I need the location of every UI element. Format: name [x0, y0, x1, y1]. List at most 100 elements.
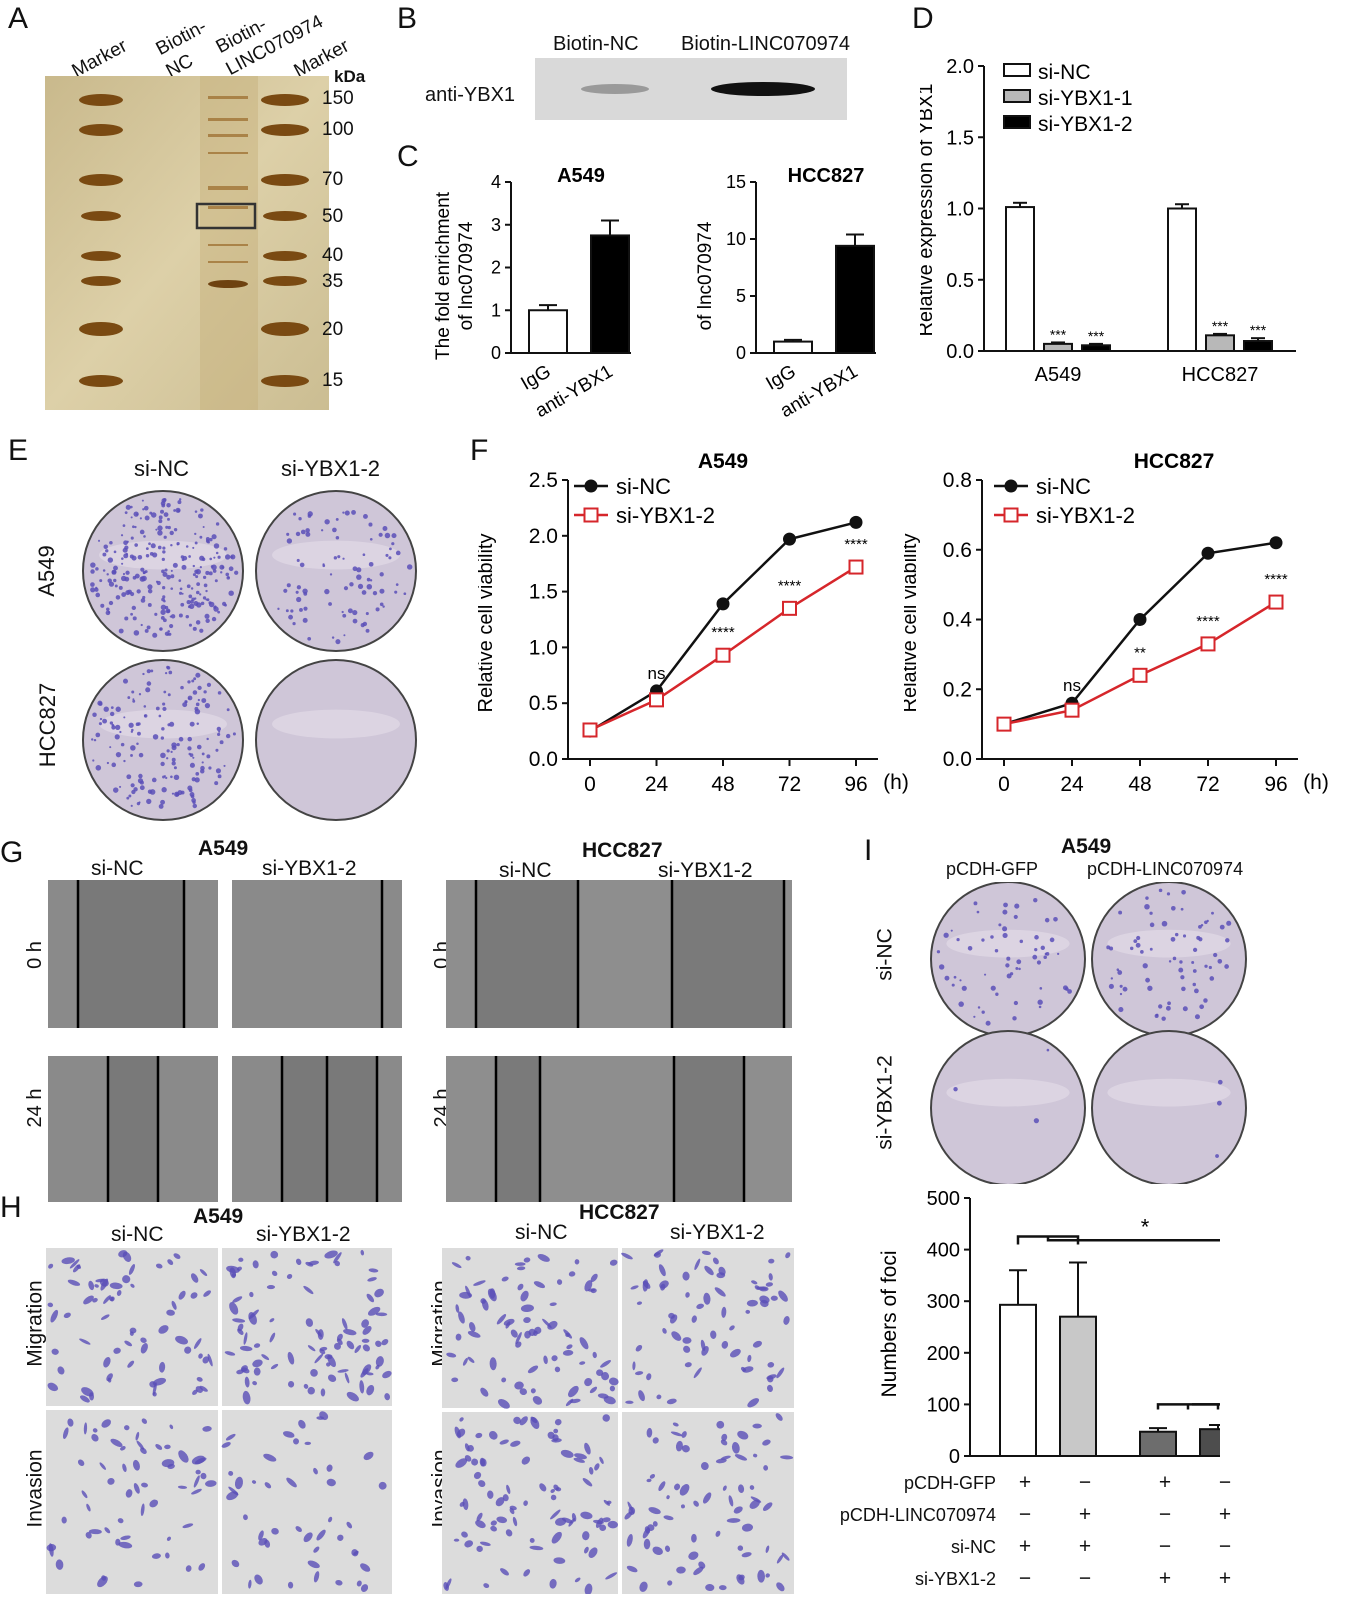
stained-cell — [202, 1426, 212, 1432]
colony — [166, 757, 169, 760]
colony — [1013, 914, 1018, 919]
stained-cell — [326, 1464, 333, 1472]
stained-cell — [506, 1484, 511, 1494]
colony — [160, 736, 165, 740]
colony — [342, 557, 345, 560]
e-row-hcc827: HCC827 — [35, 682, 60, 768]
colony — [192, 756, 195, 759]
y-tick-label: 1 — [491, 300, 501, 320]
colony — [131, 789, 136, 795]
colony — [143, 505, 149, 511]
stained-cell — [120, 1446, 126, 1451]
stained-cell — [167, 1259, 174, 1266]
stained-cell — [624, 1511, 633, 1520]
stained-cell — [140, 1503, 145, 1517]
stained-cell — [475, 1432, 483, 1439]
colony — [124, 616, 129, 621]
stained-cell — [195, 1469, 201, 1475]
significance-label: **** — [778, 577, 802, 594]
stained-cell — [509, 1505, 517, 1511]
colony — [333, 556, 338, 560]
colony — [141, 499, 144, 502]
stained-cell — [359, 1380, 365, 1394]
colony — [1217, 959, 1223, 964]
colony — [221, 566, 225, 569]
stained-cell — [584, 1442, 591, 1455]
stained-cell — [510, 1440, 521, 1447]
point-si-ybx1-2 — [1064, 702, 1080, 718]
colony — [206, 754, 211, 759]
colony — [1179, 960, 1183, 964]
stained-cell — [77, 1459, 85, 1467]
colony — [166, 574, 171, 580]
wound-healing-images — [48, 880, 792, 1202]
stained-cell — [513, 1416, 521, 1425]
colony — [138, 752, 144, 758]
stained-cell — [271, 1270, 278, 1277]
colony — [154, 612, 158, 616]
stained-cell — [85, 1532, 92, 1539]
stained-cell — [635, 1344, 643, 1352]
stained-cell — [776, 1582, 785, 1592]
stained-cell — [360, 1563, 371, 1572]
colony — [186, 584, 191, 589]
colony — [97, 539, 101, 542]
colony — [155, 528, 158, 531]
colony — [372, 590, 378, 596]
colony — [379, 572, 384, 577]
colony — [204, 613, 210, 619]
stained-cell — [253, 1343, 261, 1348]
colony — [202, 575, 207, 579]
stained-cell — [252, 1260, 259, 1269]
colony — [176, 542, 180, 546]
colony — [1043, 955, 1047, 960]
colony — [295, 531, 301, 537]
kda-unit: kDa — [334, 67, 366, 86]
colony — [296, 585, 302, 590]
colony — [114, 734, 120, 740]
stained-cell — [232, 1296, 243, 1303]
stained-cell — [499, 1439, 509, 1445]
colony — [144, 628, 149, 633]
colony — [157, 530, 163, 536]
colony — [1225, 938, 1230, 943]
stained-cell — [50, 1309, 59, 1323]
stained-cell — [135, 1431, 140, 1441]
stained-cell — [67, 1418, 74, 1427]
colony — [215, 768, 222, 774]
colony — [125, 570, 130, 575]
colony — [985, 1020, 991, 1026]
colony — [1046, 1048, 1050, 1052]
stained-cell — [785, 1252, 791, 1259]
stained-cell — [566, 1344, 573, 1350]
colony — [203, 583, 208, 588]
stained-cell — [712, 1257, 719, 1265]
colony — [150, 543, 156, 549]
colony — [170, 569, 173, 572]
colony — [130, 516, 133, 519]
colony — [938, 964, 945, 970]
colony — [192, 800, 196, 804]
colony — [120, 742, 125, 747]
y-tick-label: 0.8 — [943, 469, 972, 492]
stained-cell — [738, 1484, 745, 1494]
colony — [1117, 970, 1123, 975]
stained-cell — [316, 1529, 326, 1541]
colony — [201, 761, 204, 764]
y-tick-label: 0 — [949, 1446, 960, 1468]
stained-cell — [173, 1253, 181, 1259]
i-col-pcdh-linc: pCDH-LINC070974 — [1087, 859, 1244, 879]
colony — [166, 502, 171, 508]
condition-sign: + — [1218, 1567, 1232, 1590]
colony — [178, 736, 184, 742]
colony — [190, 794, 195, 799]
colony — [217, 610, 221, 614]
colony — [302, 617, 308, 623]
colony — [109, 721, 114, 725]
stained-cell — [693, 1566, 704, 1576]
stained-cell — [590, 1273, 598, 1283]
stained-cell — [702, 1492, 712, 1504]
stained-cell — [556, 1279, 563, 1285]
significance-label: **** — [844, 536, 868, 553]
colony — [164, 631, 170, 636]
